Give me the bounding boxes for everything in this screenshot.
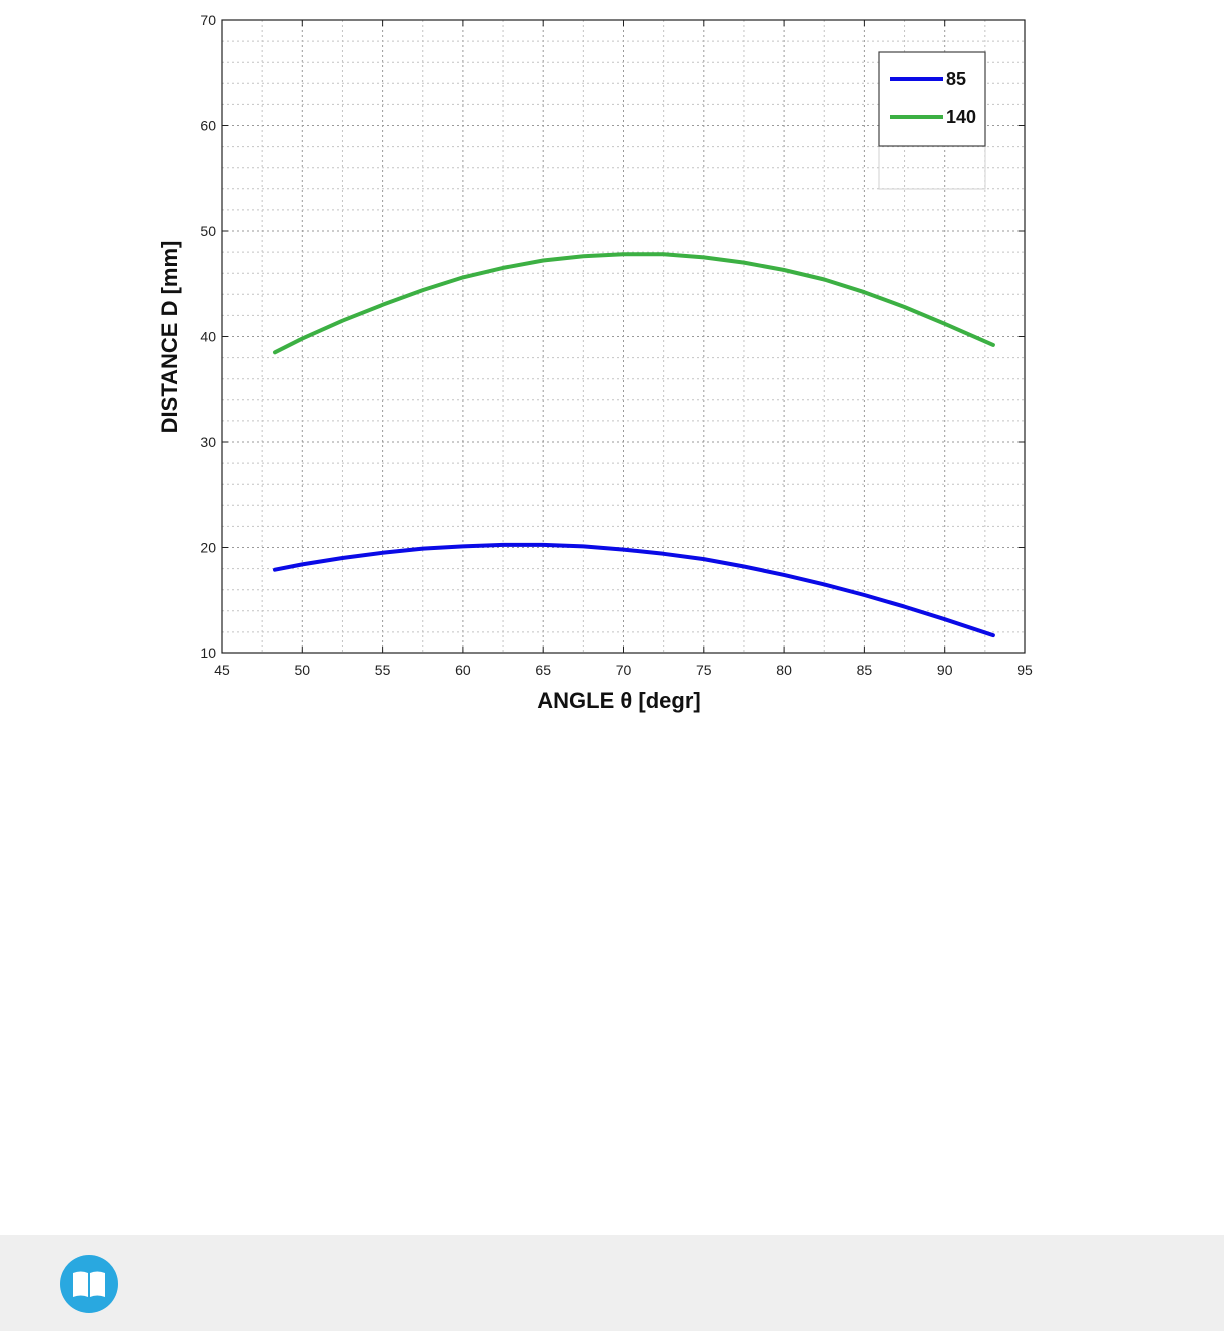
- x-tick-label: 70: [616, 662, 632, 678]
- footer-bar: [0, 1235, 1224, 1331]
- legend-label-140: 140: [946, 107, 976, 127]
- x-tick-label: 75: [696, 662, 712, 678]
- tick-labels: 45 50 55 60 65 70 75 80 85 90 95 10 20 30 40 50 60 70: [200, 12, 1033, 678]
- y-tick-label: 20: [200, 540, 216, 556]
- legend-box: [878, 51, 986, 147]
- x-tick-label: 55: [375, 662, 391, 678]
- x-tick-label: 65: [535, 662, 551, 678]
- y-axis-label: DISTANCE D [mm]: [157, 241, 182, 434]
- plot-frame: [221, 19, 1026, 654]
- legend: 85 140: [878, 51, 986, 190]
- legend-label-85: 85: [946, 69, 966, 89]
- y-tick-label: 70: [200, 12, 216, 28]
- x-tick-label: 95: [1017, 662, 1033, 678]
- x-tick-label: 90: [937, 662, 953, 678]
- y-tick-label: 30: [200, 434, 216, 450]
- chart: 45 50 55 60 65 70 75 80 85 90 95 10 20 30 40 50 60 70 85 …: [157, 12, 1033, 713]
- y-tick-label: 10: [200, 645, 216, 661]
- series-line-85: [273, 542, 995, 638]
- series-lines: [273, 252, 995, 638]
- series-line-140: [273, 252, 995, 355]
- x-tick-label: 45: [214, 662, 230, 678]
- y-tick-label: 60: [200, 118, 216, 134]
- x-axis-label: ANGLE θ [degr]: [537, 688, 700, 713]
- y-tick-label: 40: [200, 329, 216, 345]
- x-tick-label: 60: [455, 662, 471, 678]
- book-icon[interactable]: [60, 1255, 118, 1313]
- x-tick-label: 50: [295, 662, 311, 678]
- x-tick-label: 85: [857, 662, 873, 678]
- y-tick-label: 50: [200, 223, 216, 239]
- x-tick-label: 80: [776, 662, 792, 678]
